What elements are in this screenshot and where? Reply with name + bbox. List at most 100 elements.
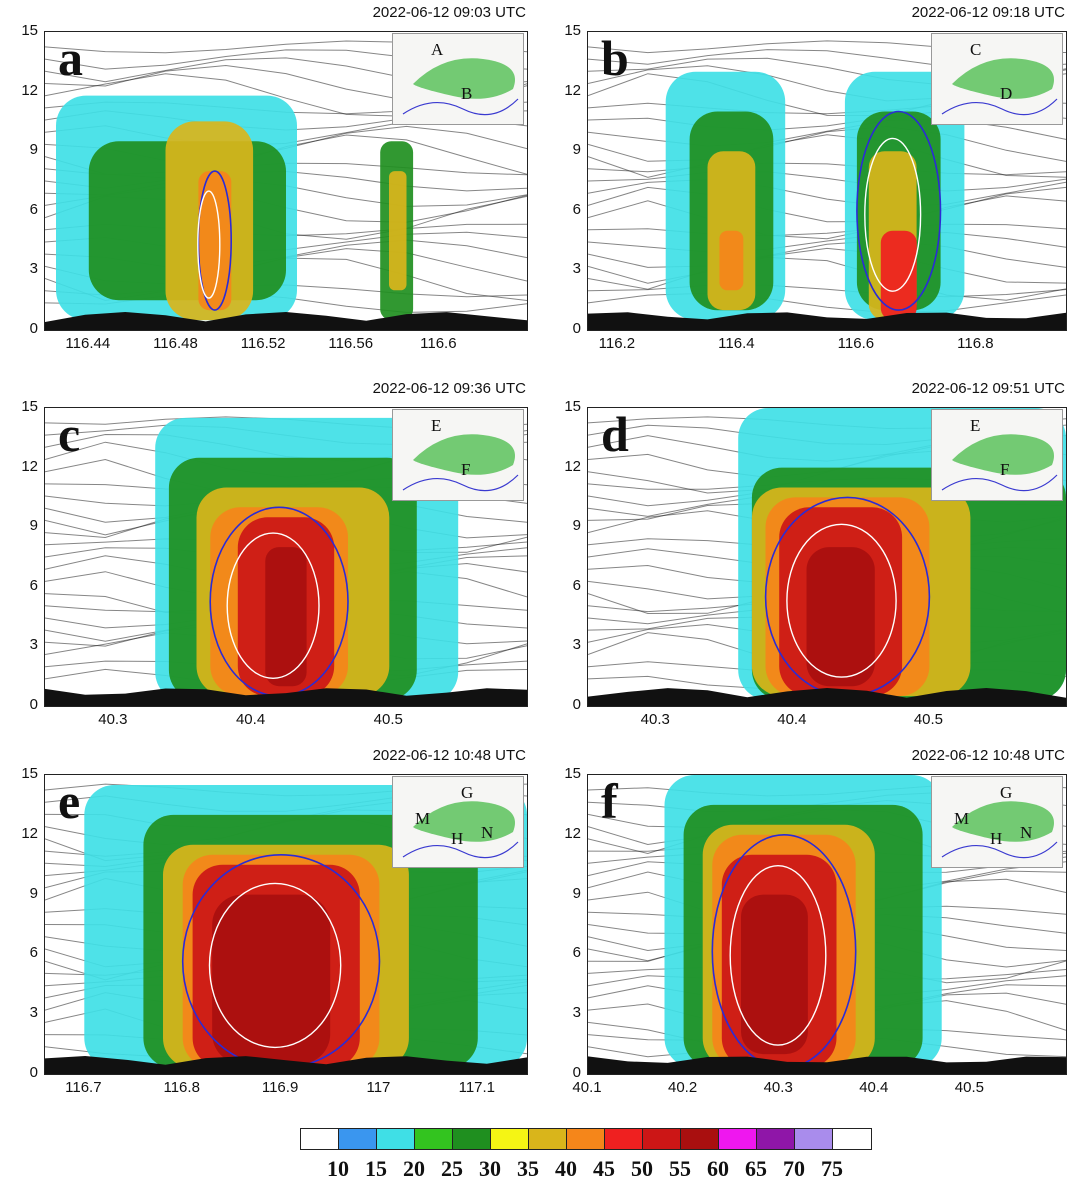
colorbar-swatch [833, 1129, 871, 1149]
inset-label: M [954, 809, 969, 829]
y-tick-label: 3 [12, 260, 38, 277]
y-tick-label: 9 [555, 885, 581, 902]
y-tick-label: 15 [12, 765, 38, 782]
panel-timestamp: 2022-06-12 09:51 UTC [912, 380, 1065, 397]
streamline [588, 233, 1066, 252]
x-tick-label: 116.56 [328, 335, 373, 352]
reflectivity-cell [807, 547, 875, 686]
y-tick-label: 6 [12, 577, 38, 594]
x-tick-label: 116.52 [241, 335, 286, 352]
reflectivity-cell [719, 231, 743, 291]
reflectivity-cell [389, 171, 407, 290]
streamline [588, 224, 1066, 236]
panel-letter: f [601, 776, 618, 826]
colorbar-label: 45 [593, 1156, 615, 1182]
x-tick-label: 116.4 [718, 335, 754, 352]
inset-map-svg [932, 410, 1062, 500]
y-tick-label: 9 [12, 885, 38, 902]
panel-letter: b [601, 33, 629, 83]
y-tick-label: 6 [555, 944, 581, 961]
y-tick-label: 9 [12, 141, 38, 158]
x-tick-label: 40.4 [777, 711, 806, 728]
x-tick-label: 40.4 [859, 1079, 888, 1096]
y-tick-label: 3 [555, 260, 581, 277]
y-tick-label: 0 [12, 1064, 38, 1081]
terrain [45, 312, 527, 330]
x-tick-label: 40.3 [641, 711, 670, 728]
colorbar-label: 35 [517, 1156, 539, 1182]
inset-label: E [431, 416, 441, 436]
colorbar-swatch [757, 1129, 795, 1149]
y-tick-label: 6 [12, 201, 38, 218]
inset-label: F [461, 460, 470, 480]
reflectivity-cell [265, 547, 306, 686]
inset-map-svg [393, 777, 523, 867]
y-tick-label: 12 [12, 458, 38, 475]
streamline [588, 293, 1066, 313]
colorbar-label: 65 [745, 1156, 767, 1182]
panel-letter: d [601, 409, 629, 459]
colorbar-swatch [339, 1129, 377, 1149]
inset-label: H [451, 829, 463, 849]
streamline [588, 163, 1066, 175]
y-tick-label: 15 [555, 398, 581, 415]
y-tick-label: 6 [555, 577, 581, 594]
y-tick-label: 3 [12, 1004, 38, 1021]
inset-map-svg [393, 34, 523, 124]
colorbar-swatch [453, 1129, 491, 1149]
colorbar-swatch [719, 1129, 757, 1149]
y-tick-label: 9 [555, 517, 581, 534]
colorbar-swatch [567, 1129, 605, 1149]
y-tick-label: 0 [555, 696, 581, 713]
panel-timestamp: 2022-06-12 10:48 UTC [912, 747, 1065, 764]
x-tick-label: 117.1 [459, 1079, 495, 1096]
inset-label: N [481, 823, 493, 843]
y-tick-label: 9 [12, 517, 38, 534]
x-tick-label: 116.6 [420, 335, 456, 352]
y-tick-label: 15 [12, 22, 38, 39]
panel-timestamp: 2022-06-12 09:36 UTC [373, 380, 526, 397]
inset-map-svg [393, 410, 523, 500]
colorbar-swatch [377, 1129, 415, 1149]
x-tick-label: 40.2 [668, 1079, 697, 1096]
colorbar-label: 60 [707, 1156, 729, 1182]
colorbar-label: 75 [821, 1156, 843, 1182]
colorbar-label: 50 [631, 1156, 653, 1182]
inset-map-svg [932, 34, 1062, 124]
colorbar-label: 20 [403, 1156, 425, 1182]
colorbar-label: 30 [479, 1156, 501, 1182]
reflectivity-cell [212, 895, 330, 1064]
inset-label: G [1000, 783, 1012, 803]
x-tick-label: 40.1 [572, 1079, 601, 1096]
colorbar-swatch [605, 1129, 643, 1149]
colorbar-swatch [415, 1129, 453, 1149]
inset-label: F [1000, 460, 1009, 480]
y-tick-label: 12 [555, 825, 581, 842]
inset-map-svg [932, 777, 1062, 867]
colorbar-label: 55 [669, 1156, 691, 1182]
x-tick-label: 117 [366, 1079, 390, 1096]
x-tick-label: 116.8 [163, 1079, 199, 1096]
y-tick-label: 3 [555, 636, 581, 653]
y-tick-label: 0 [555, 320, 581, 337]
colorbar-swatch [681, 1129, 719, 1149]
colorbar-label: 40 [555, 1156, 577, 1182]
streamline [588, 180, 1066, 207]
y-tick-label: 12 [555, 458, 581, 475]
x-tick-label: 116.44 [65, 335, 110, 352]
colorbar-swatch [643, 1129, 681, 1149]
x-tick-label: 40.3 [98, 711, 127, 728]
y-tick-label: 3 [12, 636, 38, 653]
x-tick-label: 40.3 [764, 1079, 793, 1096]
inset-map: AB [392, 33, 524, 125]
x-tick-label: 116.6 [838, 335, 874, 352]
panel-timestamp: 2022-06-12 09:03 UTC [373, 4, 526, 21]
inset-map: G M HN [931, 776, 1063, 868]
y-tick-label: 15 [12, 398, 38, 415]
panel-timestamp: 2022-06-12 09:18 UTC [912, 4, 1065, 21]
x-tick-label: 116.8 [957, 335, 993, 352]
inset-map: CD [931, 33, 1063, 125]
inset-label: H [990, 829, 1002, 849]
